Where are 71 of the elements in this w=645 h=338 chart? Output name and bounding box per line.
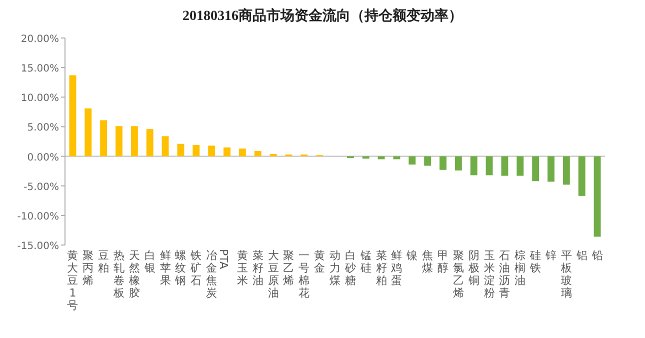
x-tick-label: 甲醇 xyxy=(438,249,448,274)
x-tick-label: 豆粕 xyxy=(98,249,110,274)
x-tick-label: 锌 xyxy=(544,249,556,262)
x-tick-label: 鲜苹果 xyxy=(160,249,171,287)
bar xyxy=(69,75,76,156)
x-tick-label: 焦煤 xyxy=(422,249,434,274)
x-tick-label: 锰硅 xyxy=(359,249,372,274)
x-tick-label: 平板玻璃 xyxy=(560,249,572,300)
x-tick-label: 鲜鸡蛋 xyxy=(390,249,402,287)
y-tick-label: 5.00% xyxy=(27,122,59,134)
bar xyxy=(440,156,446,170)
x-tick-label: 冶金焦炭 xyxy=(206,249,218,300)
x-tick-label: 动力煤 xyxy=(330,249,340,287)
bar xyxy=(84,108,92,156)
x-tick-label: 黄大豆1号 xyxy=(67,249,78,312)
bar xyxy=(224,147,230,156)
x-tick-label: 白银 xyxy=(143,249,156,274)
x-tick-label: 天然橡胶 xyxy=(128,249,140,300)
x-tick-label: 螺纹钢 xyxy=(174,249,186,287)
bar xyxy=(208,146,216,156)
x-tick-label: 玉米淀粉 xyxy=(484,249,495,300)
bar xyxy=(594,156,601,237)
x-tick-label: 铁矿石 xyxy=(190,249,202,287)
chart-title: 20180316商品市场资金流向（持仓额变动率） xyxy=(182,7,462,24)
x-tick-label: 聚丙烯 xyxy=(82,249,94,287)
bar xyxy=(424,156,432,166)
x-tick-label: 阴极铜 xyxy=(467,249,480,287)
bar xyxy=(516,156,524,176)
x-tick-label: 铝 xyxy=(575,249,588,262)
x-tick-label: 聚氯乙烯 xyxy=(452,249,464,300)
x-tick-label: 黄金 xyxy=(314,249,326,274)
x-tick-label: 镍 xyxy=(406,249,418,262)
bar xyxy=(192,145,200,156)
y-tick-label: -15.00% xyxy=(17,241,59,252)
bar xyxy=(116,126,122,156)
x-tick-label: 石油沥青 xyxy=(499,249,510,300)
bar xyxy=(270,154,277,156)
x-tick-label: 菜籽油 xyxy=(252,249,264,287)
x-tick-label: 大豆原油 xyxy=(268,249,279,300)
bar xyxy=(548,156,554,182)
y-tick-label: 0.00% xyxy=(27,152,59,164)
x-tick-label: 黄玉米 xyxy=(236,249,248,287)
y-tick-label: -10.00% xyxy=(17,211,59,222)
x-tick-label: 白砂糖 xyxy=(344,249,356,287)
x-tick-label: 一号棉花 xyxy=(298,249,310,300)
y-tick-label: 10.00% xyxy=(20,93,59,104)
bar xyxy=(408,156,416,165)
bar xyxy=(254,150,262,156)
x-tick-label: 菜籽粕 xyxy=(376,249,387,287)
x-tick-label: 硅铁 xyxy=(529,249,542,274)
bar xyxy=(146,129,154,156)
x-tick-label: 热轧卷板 xyxy=(112,249,124,300)
bar xyxy=(100,120,108,156)
bar xyxy=(501,156,508,176)
bar xyxy=(454,156,462,170)
y-tick-label: 15.00% xyxy=(20,64,59,75)
bar xyxy=(532,156,540,182)
bar xyxy=(177,144,184,156)
y-tick-label: -5.00% xyxy=(24,182,59,193)
y-tick-label: 20.00% xyxy=(20,34,59,45)
x-tick-label: 聚乙烯 xyxy=(283,249,294,287)
bar xyxy=(562,156,570,185)
bar xyxy=(162,136,169,156)
bar xyxy=(578,156,586,196)
x-tick-label: PTA xyxy=(216,249,230,270)
x-tick-label: 铅 xyxy=(590,249,603,262)
x-tick-label: 棕榈油 xyxy=(514,249,526,287)
bar xyxy=(470,156,478,176)
bar xyxy=(130,126,138,156)
bar xyxy=(486,156,493,176)
bar xyxy=(238,148,246,156)
